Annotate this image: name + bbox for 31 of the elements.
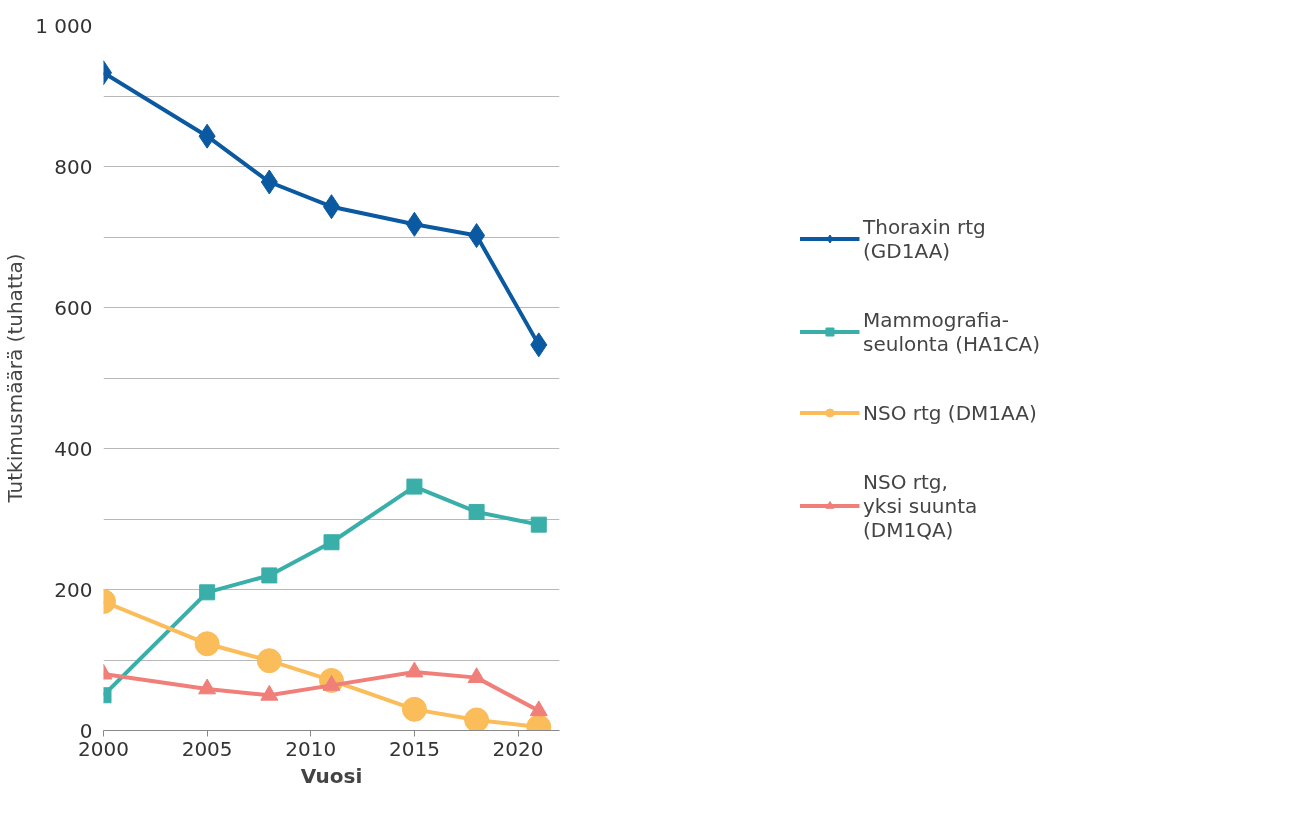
legend-label: Mammografia- seulonta (HA1CA): [862, 307, 1041, 355]
point: [261, 567, 278, 584]
legend-label: Thoraxin rtg (GD1AA): [862, 214, 986, 262]
point: [199, 584, 216, 601]
y-tick-label: 400: [54, 436, 93, 461]
point: [260, 684, 279, 701]
y-tick-label: 1 000: [35, 13, 93, 38]
x-tick-label: 2005: [181, 736, 233, 761]
point: [468, 503, 485, 520]
point: [323, 534, 340, 551]
point: [405, 661, 424, 678]
legend-label: NSO rtg (DM1AA): [862, 400, 1037, 424]
legend-label: NSO rtg, yksi suunta (DM1QA): [862, 469, 978, 541]
y-axis-title: Tutkimusmäärä (tuhatta): [3, 253, 28, 504]
y-tick-label: 600: [54, 295, 93, 320]
point: [256, 648, 282, 674]
x-tick-label: 2020: [492, 736, 544, 761]
point: [401, 696, 427, 722]
point: [529, 700, 548, 717]
point: [194, 631, 220, 657]
point: [464, 707, 490, 731]
y-tick-label: 200: [54, 577, 93, 602]
x-axis-title: Vuosi: [300, 763, 363, 788]
point: [467, 667, 486, 684]
y-tick-label: 800: [54, 154, 93, 179]
x-tick-label: 2010: [285, 736, 337, 761]
point: [530, 516, 547, 533]
x-tick-label: 2015: [388, 736, 440, 761]
y-tick-label: 0: [79, 718, 93, 743]
point: [198, 678, 217, 695]
point: [406, 478, 423, 495]
